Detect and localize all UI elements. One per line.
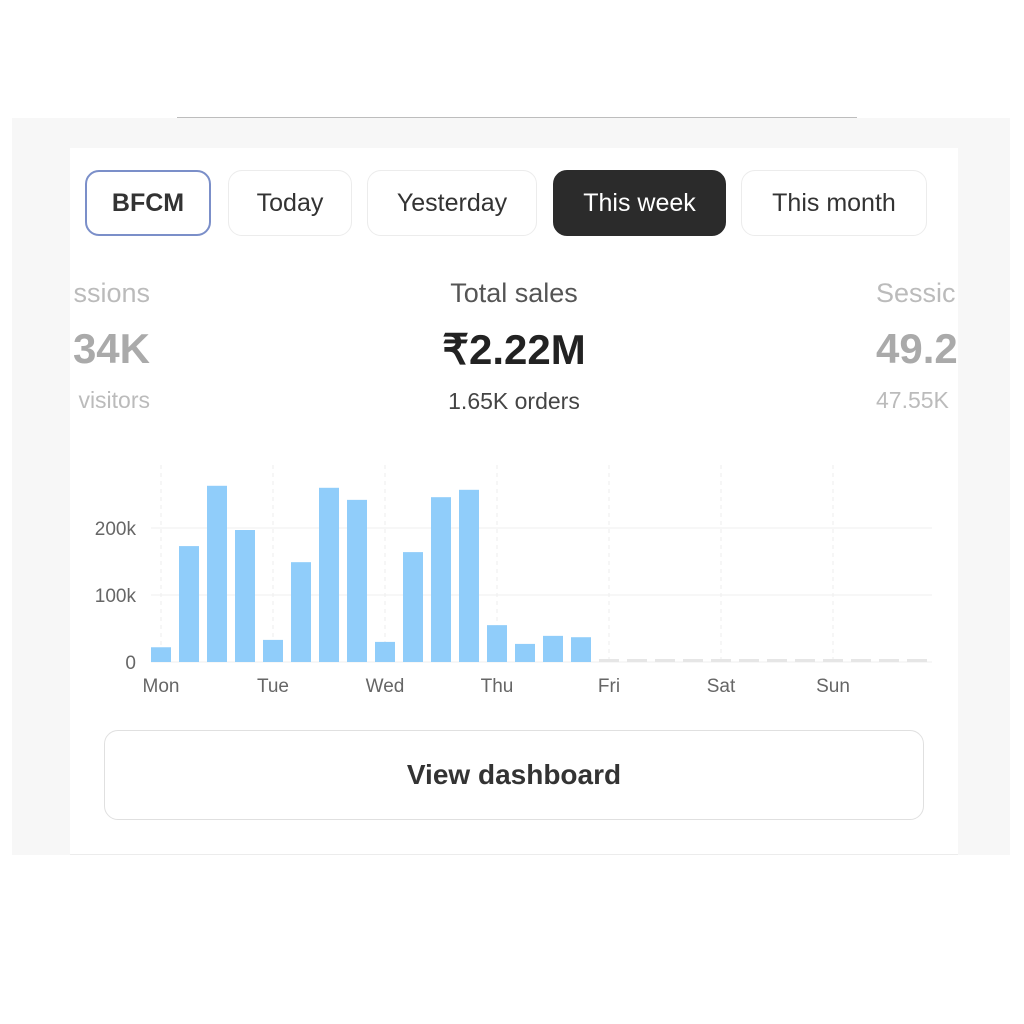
metric-label: ssions [73, 278, 150, 308]
sessions-metric-left[interactable]: ssions 34K visitors [70, 278, 150, 414]
bar-placeholder [907, 659, 927, 662]
metric-sub: visitors [78, 387, 150, 413]
metric-value: 34K [72, 325, 150, 372]
sales-card: BFCM Today Yesterday This week This mont… [70, 148, 958, 855]
tab-bfcm[interactable]: BFCM [85, 170, 211, 236]
bar-placeholder [655, 659, 675, 662]
bar-placeholder [851, 659, 871, 662]
x-tick-label: Fri [598, 676, 620, 697]
y-tick-label: 0 [125, 653, 136, 674]
bar-placeholder [823, 659, 843, 662]
bar [235, 530, 255, 662]
total-sales-metric[interactable]: Total sales ₹2.22M 1.65K orders [364, 278, 664, 415]
metric-value: 49.2 [876, 325, 958, 372]
tab-today[interactable]: Today [228, 170, 352, 236]
x-tick-label: Sun [816, 676, 850, 697]
metric-sub: 1.65K orders [448, 388, 580, 414]
y-tick-label: 200k [95, 519, 137, 540]
top-divider [177, 117, 857, 118]
bar-placeholder [767, 659, 787, 662]
sales-bar-chart: 0 100k 200k Mon Tue Wed Thu Fri Sat Sun [95, 465, 932, 697]
bar-placeholder [739, 659, 759, 662]
metric-sub: 47.55K [876, 387, 949, 413]
tab-this-week[interactable]: This week [553, 170, 726, 236]
bar [375, 641, 395, 662]
x-tick-label: Tue [257, 676, 289, 697]
bar [543, 635, 563, 662]
y-tick-label: 100k [95, 586, 137, 607]
bar [431, 497, 451, 662]
bar-placeholder [711, 659, 731, 662]
bar [515, 643, 535, 662]
bar-placeholder [599, 659, 619, 662]
bar-placeholder [795, 659, 815, 662]
bar [263, 639, 283, 662]
bar [403, 552, 423, 662]
bar [179, 546, 199, 662]
bar-placeholder [879, 659, 899, 662]
sessions-metric-right[interactable]: Sessic 49.2 47.55K [876, 278, 958, 414]
x-tick-label: Thu [481, 676, 514, 697]
x-tick-label: Mon [143, 676, 180, 697]
bar [347, 499, 367, 662]
bar [207, 485, 227, 662]
bar [571, 637, 591, 662]
bar [487, 625, 507, 662]
x-tick-label: Sat [707, 676, 736, 697]
tab-this-month[interactable]: This month [741, 170, 927, 236]
bar [151, 647, 171, 662]
bar-placeholder [683, 659, 703, 662]
x-tick-label: Wed [366, 676, 405, 697]
view-dashboard-button[interactable]: View dashboard [104, 730, 924, 820]
metric-label: Sessic [876, 278, 956, 308]
bar [319, 487, 339, 662]
bar-placeholder [627, 659, 647, 662]
metric-label: Total sales [450, 278, 578, 308]
metric-value: ₹2.22M [442, 326, 586, 373]
bar [459, 489, 479, 662]
tab-yesterday[interactable]: Yesterday [367, 170, 537, 236]
bar [291, 562, 311, 662]
